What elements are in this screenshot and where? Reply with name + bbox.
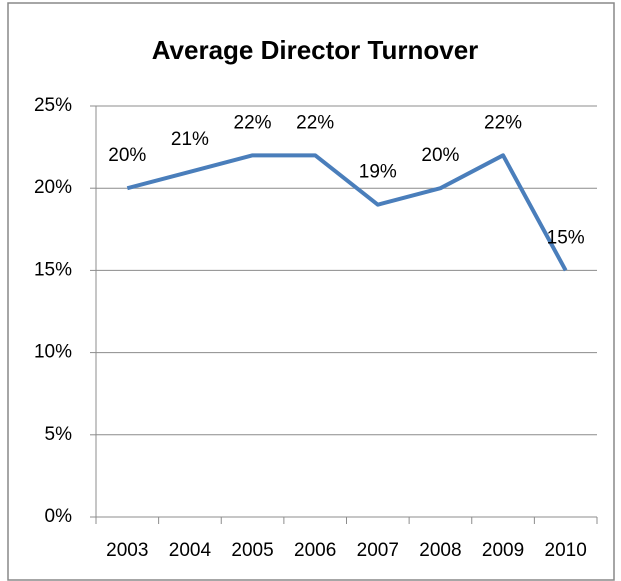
x-tick-label: 2003 (106, 540, 148, 561)
data-label: 20% (421, 145, 459, 166)
x-tick-label: 2005 (231, 540, 273, 561)
chart-title: Average Director Turnover (152, 35, 479, 65)
x-tick-label: 2008 (419, 540, 461, 561)
data-label: 21% (171, 129, 209, 150)
x-tick-label: 2010 (545, 540, 587, 561)
data-label: 20% (108, 145, 146, 166)
x-tick-label: 2006 (294, 540, 336, 561)
y-tick-label: 20% (34, 177, 72, 198)
data-label: 22% (234, 112, 272, 133)
x-tick-label: 2009 (482, 540, 524, 561)
data-label: 19% (359, 162, 397, 183)
y-tick-label: 0% (45, 506, 73, 527)
chart-frame (7, 2, 615, 581)
data-label: 15% (547, 227, 585, 248)
x-tick-label: 2004 (169, 540, 212, 561)
y-tick-label: 25% (34, 95, 72, 116)
y-tick-label: 5% (45, 424, 73, 445)
data-line (126, 153, 568, 272)
data-label: 22% (484, 112, 522, 133)
x-tick-label: 2007 (357, 540, 399, 561)
y-tick-label: 15% (34, 259, 72, 280)
data-label: 22% (296, 112, 334, 133)
y-tick-label: 10% (34, 342, 72, 363)
